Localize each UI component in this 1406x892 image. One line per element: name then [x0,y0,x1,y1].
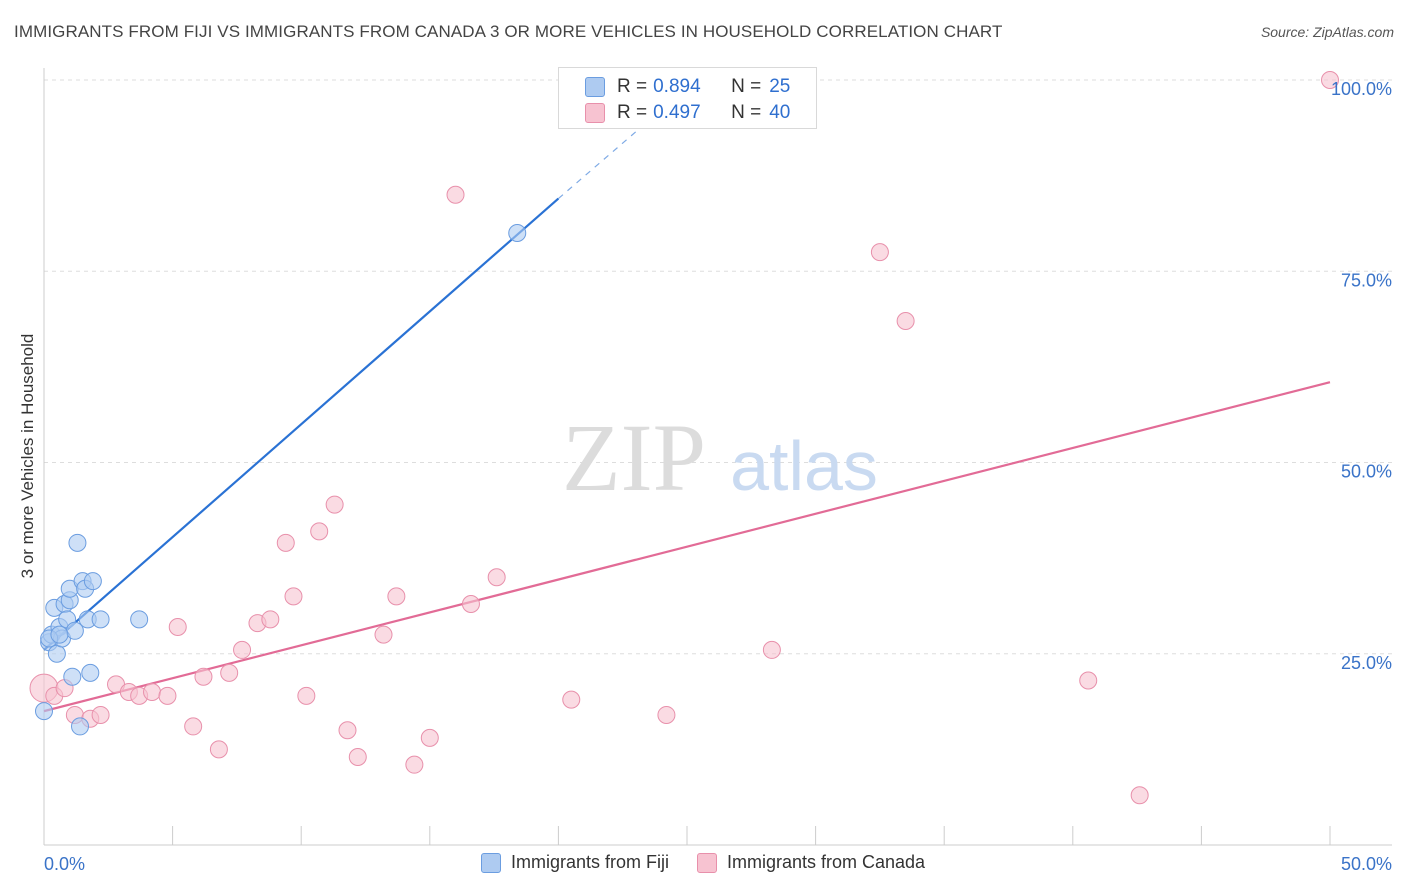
canada-point [1079,671,1098,690]
canada-point [562,690,581,709]
r-label: R = [617,76,648,97]
r-value: 0.497 [653,102,701,123]
canada-point [461,595,480,614]
fiji-point [35,702,53,721]
trend-lines [43,87,1331,713]
n-label: N = [731,102,762,123]
legend-item-fiji[interactable]: Immigrants from Fiji [480,852,669,873]
fiji-point [81,663,100,682]
canada-point [276,533,295,552]
canada-point [297,686,316,705]
y-tick-label: 50.0% [1341,462,1392,482]
fiji-point [508,224,527,242]
x-tick-label-min: 0.0% [44,854,85,874]
y-tick-label: 25.0% [1341,653,1392,673]
fiji-point [130,610,149,629]
canada-point [284,587,303,606]
y-axis-label: 3 or more Vehicles in Household [18,333,37,579]
n-label: N = [731,76,762,97]
canada-point [325,495,344,514]
canada-point [762,640,781,659]
canada-point [405,755,424,774]
legend-label-fiji: Immigrants from Fiji [510,852,669,872]
series-legend: Immigrants from Fiji Immigrants from Can… [0,852,1406,873]
fiji-trend-extension [558,87,688,200]
canada-point [1130,786,1149,805]
source-credit: Source: ZipAtlas.com [1260,24,1394,40]
fiji-point [71,717,90,736]
canada-point [194,667,213,686]
canada-trend-line [43,381,1331,713]
canada-point [1321,71,1339,89]
fiji-trend-line [43,197,560,651]
canada-point [338,721,357,740]
canada-point [233,640,252,659]
legend-row-fiji: R = 0.894 N = 25 [585,74,790,100]
canada-point [487,568,506,587]
n-value: 40 [769,102,791,123]
r-value: 0.894 [653,76,701,97]
canada-point [870,243,889,262]
canada-point [168,617,187,636]
watermark-atlas: atlas [730,427,878,505]
legend-item-canada[interactable]: Immigrants from Canada [696,852,926,873]
watermark-zip: ZIP [562,404,706,511]
canada-point [158,686,177,705]
canada-swatch [696,852,717,873]
fiji-point [91,610,110,629]
legend-row-canada: R = 0.497 N = 40 [585,100,790,126]
correlation-legend: R = 0.894 N = 25 R = 0.497 N = 40 [558,67,817,129]
y-tick-label: 100.0% [1331,79,1392,99]
canada-point [374,625,393,644]
canada-point [220,663,239,682]
axes [43,68,1392,846]
canada-point [657,705,676,724]
canada-point [420,728,439,747]
canada-point [896,311,915,330]
r-label: R = [617,102,648,123]
y-tick-label: 75.0% [1341,270,1392,290]
fiji-point [47,644,66,663]
legend-label-canada: Immigrants from Canada [726,852,926,872]
canada-point [184,717,203,736]
canada-point [209,740,228,759]
canada-swatch [585,103,605,123]
x-tick-label-max: 50.0% [1341,854,1392,874]
fiji-point [83,572,102,591]
canada-point [387,587,406,606]
tick-labels: 25.0% 50.0% 75.0% 100.0% 0.0% 50.0% [44,79,1392,874]
fiji-point [68,533,87,552]
canada-point [310,522,329,541]
canada-point [446,185,465,204]
data-points [29,71,1339,805]
grid-lines [44,79,1392,655]
chart-title: IMMIGRANTS FROM FIJI VS IMMIGRANTS FROM … [14,22,1003,41]
canada-point [348,748,367,767]
canada-point [143,683,162,701]
canada-point [91,705,110,724]
canada-point [261,610,280,629]
n-value: 25 [769,76,791,97]
fiji-point [50,625,69,644]
fiji-swatch [480,852,501,873]
fiji-point [63,667,82,686]
fiji-swatch [585,77,605,97]
